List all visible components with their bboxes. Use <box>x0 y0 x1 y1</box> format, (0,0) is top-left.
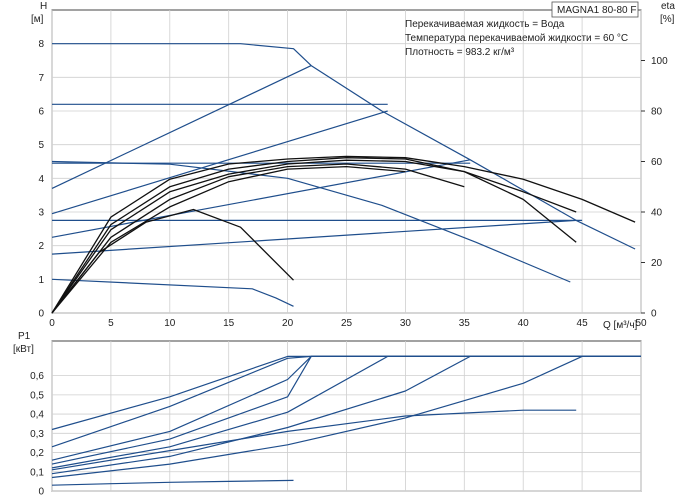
power-curve-8 <box>51 355 641 431</box>
y-left-tick-label: 6 <box>38 107 44 118</box>
head-plot-grid <box>51 10 642 314</box>
x-tick-label: 5 <box>108 318 114 329</box>
head-curve-9 <box>51 219 577 255</box>
x-tick-label: 25 <box>341 318 353 329</box>
y-right-tick-label: 40 <box>651 208 663 219</box>
power-y-tick-label: 0,3 <box>30 429 44 440</box>
power-y-axis-unit: [кВт] <box>13 344 34 355</box>
y-right-tick-label: 100 <box>651 56 668 67</box>
y-left-tick-label: 5 <box>38 140 44 151</box>
head-curve-8 <box>51 159 471 238</box>
head-curve-0 <box>51 278 294 307</box>
power-y-tick-label: 0,4 <box>30 410 44 421</box>
x-tick-label: 30 <box>400 318 412 329</box>
y-left-tick-label: 1 <box>38 275 44 286</box>
annotation-fluid: Перекачиваемая жидкость = Вода <box>405 19 565 30</box>
head-curve-6 <box>51 65 312 189</box>
power-y-tick-label: 0,5 <box>30 390 44 401</box>
y-left-tick-label: 0 <box>38 309 44 320</box>
chart-title: MAGNA1 80-80 F <box>557 5 636 16</box>
head-curve-7 <box>51 110 388 215</box>
head-efficiency-plot: 0 5 10 15 20 25 30 35 40 45 5001234567802040608010… <box>31 1 675 331</box>
y-left-tick-label: 4 <box>38 174 44 185</box>
y-left-tick-label: 8 <box>38 39 44 50</box>
y-right-tick-label: 0 <box>651 309 657 320</box>
y-axis-left-unit: [м] <box>31 14 44 25</box>
x-tick-label: 40 <box>518 318 530 329</box>
y-right-tick-label: 20 <box>651 258 663 269</box>
y-axis-right-label: eta <box>661 1 675 12</box>
power-y-tick-label: 0 <box>38 487 44 498</box>
y-left-tick-label: 2 <box>38 241 44 252</box>
power-y-axis-label: P1 <box>18 331 31 342</box>
efficiency-curve-11 <box>51 157 577 314</box>
y-right-tick-label: 80 <box>651 107 663 118</box>
head-curve-1 <box>51 160 571 283</box>
power-plot-series <box>51 355 641 486</box>
y-left-tick-label: 3 <box>38 208 44 219</box>
power-curve-1 <box>51 409 577 471</box>
power-y-tick-label: 0,1 <box>30 467 44 478</box>
x-tick-label: 50 <box>635 318 647 329</box>
efficiency-curve-10 <box>51 155 636 314</box>
x-tick-label: 15 <box>223 318 235 329</box>
annotation-density: Плотность = 983.2 кг/м³ <box>405 47 515 58</box>
efficiency-curve-15 <box>51 208 294 314</box>
x-tick-label: 20 <box>282 318 294 329</box>
x-tick-label: 45 <box>577 318 589 329</box>
head-curve-2 <box>52 43 636 250</box>
chart-title-box <box>551 1 639 18</box>
y-axis-right-unit: [%] <box>660 14 675 25</box>
power-y-tick-label: 0,6 <box>30 371 44 382</box>
y-left-tick-label: 7 <box>38 73 44 84</box>
x-tick-label: 35 <box>459 318 471 329</box>
head-plot-series <box>51 43 636 314</box>
power-y-tick-label: 0,2 <box>30 448 44 459</box>
power-curve-0 <box>51 479 294 486</box>
x-tick-label: 10 <box>164 318 176 329</box>
head-plot-ticks: 0 5 10 15 20 25 30 35 40 45 5001234567802040608010… <box>38 39 668 329</box>
power-plot-grid <box>51 341 642 492</box>
x-tick-label: 0 <box>49 318 55 329</box>
efficiency-curve-14 <box>51 165 406 314</box>
efficiency-curve-12 <box>51 159 577 314</box>
annotation-temperature: Температура перекачиваемой жидкости = 60… <box>405 33 628 44</box>
y-right-tick-label: 60 <box>651 157 663 168</box>
y-axis-left-label: H <box>40 1 47 12</box>
power-plot: 0 0,1 0,2 0,3 0,4 0,5 0,6 P1 [кВт] <box>13 331 642 498</box>
power-plot-ticks: 0 0,1 0,2 0,3 0,4 0,5 0,6 <box>30 371 44 497</box>
efficiency-curve-13 <box>51 163 465 314</box>
x-axis-label: Q [м³/ч] <box>603 320 638 331</box>
